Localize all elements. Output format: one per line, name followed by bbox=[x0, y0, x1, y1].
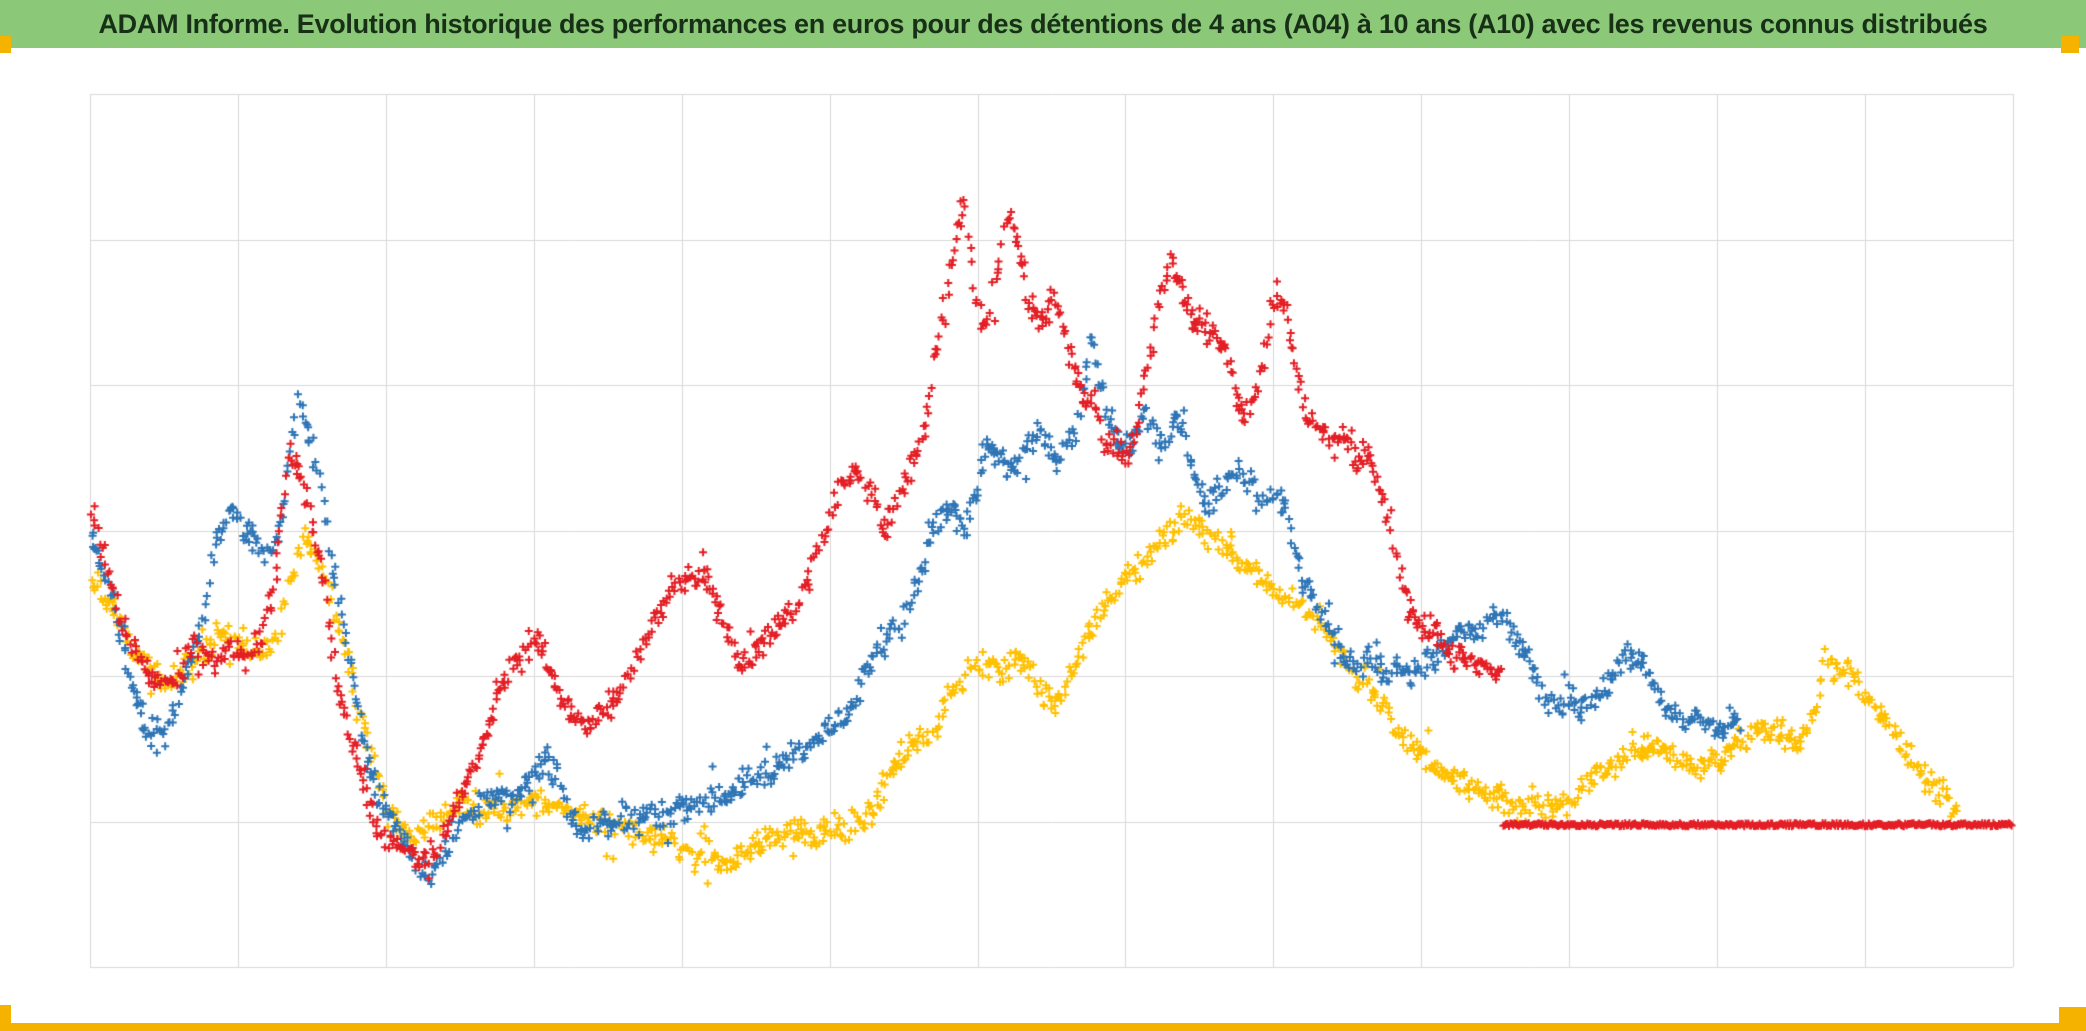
title-bar: ADAM Informe. Evolution historique des p… bbox=[0, 0, 2086, 48]
sheet-accent-top-left bbox=[0, 36, 11, 53]
sheet-accent-bottom-right bbox=[2059, 1007, 2086, 1031]
sheet-accent-top-right bbox=[2061, 36, 2079, 53]
sheet-accent-bottom-strip bbox=[0, 1023, 2086, 1031]
sheet-accent-bottom-left bbox=[0, 1005, 11, 1031]
chart-title: ADAM Informe. Evolution historique des p… bbox=[98, 8, 1988, 39]
